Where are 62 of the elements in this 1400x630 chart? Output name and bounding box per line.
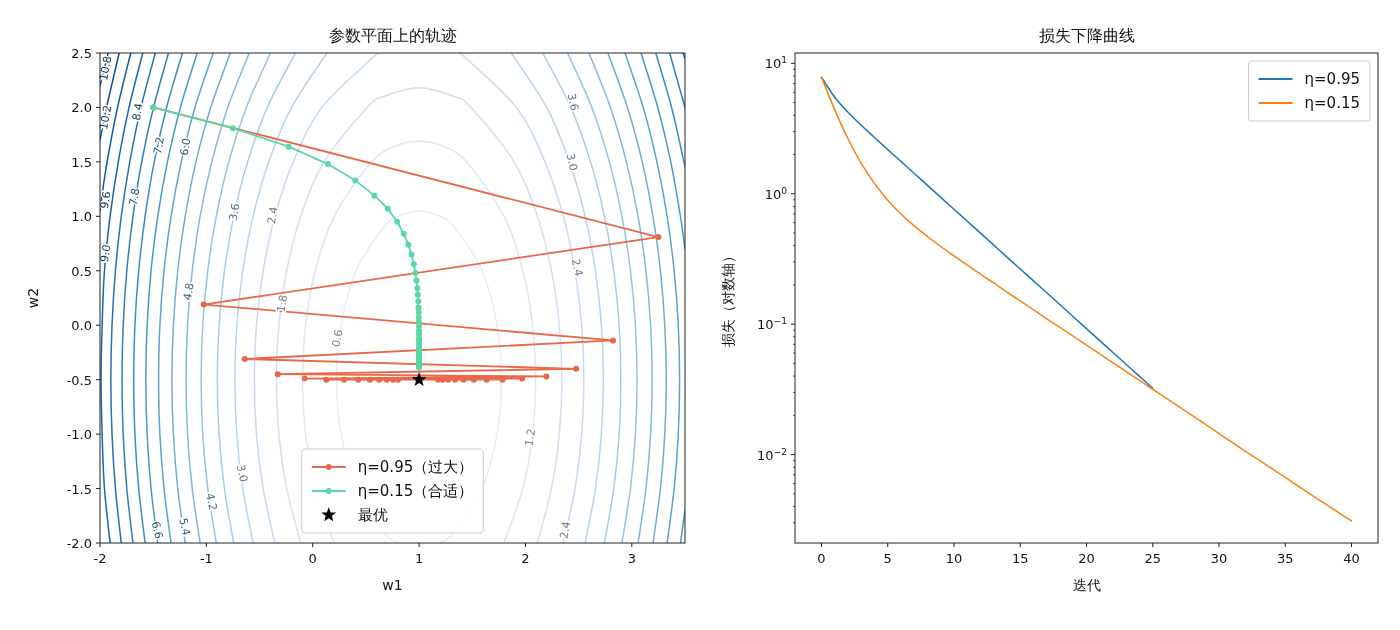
annotation: 0.6 [329, 328, 346, 349]
annotation: 1.8 [273, 293, 290, 314]
y-tick-label: -1.5 [66, 481, 92, 497]
legend-label: η=0.95（过大） [357, 458, 474, 476]
y-axis-title: w2 [25, 287, 41, 309]
annotation: 3.6 [565, 92, 582, 112]
y-tick-label: 2.5 [71, 46, 92, 61]
legend-label: η=0.15 [1304, 94, 1360, 112]
y-tick-label: 2.0 [71, 100, 92, 116]
annotation: 4.8 [180, 281, 197, 302]
legend-label: η=0.15（合适） [357, 482, 474, 500]
annotation: 3.6 [226, 202, 242, 222]
annotation: 4.2 [203, 491, 220, 512]
annotation: 10.2 [96, 104, 114, 131]
annotation: 2.4 [556, 520, 573, 540]
y-tick-label: -1.0 [66, 427, 92, 443]
annotation: 2.4 [569, 257, 586, 278]
x-tick-label: 20 [1078, 551, 1095, 566]
x-tick-label: -2 [93, 551, 107, 566]
y-tick-label: 10$^{0}$ [764, 185, 788, 202]
annotation: 6.6 [149, 520, 166, 540]
y-tick-label: 1.0 [71, 209, 92, 225]
annotation: 9.0 [97, 243, 114, 264]
chart-title: 损失下降曲线 [1038, 26, 1135, 45]
legend-label: 最优 [357, 506, 388, 524]
annotation: 1.2 [521, 427, 538, 448]
annotation: 7.2 [150, 135, 167, 156]
x-tick-label: 0 [308, 551, 317, 566]
x-tick-label: 2 [521, 551, 530, 566]
annotation: 2.4 [264, 205, 281, 225]
x-axis-title: w1 [382, 577, 403, 593]
annotation: 5.4 [176, 516, 194, 537]
y-tick-label: 10$^{−1}$ [757, 316, 787, 333]
legend-label: η=0.95 [1304, 70, 1360, 88]
x-tick-label: 35 [1276, 551, 1294, 566]
y-tick-label: -2.0 [66, 536, 92, 551]
x-tick-label: 30 [1210, 551, 1228, 566]
x-axis-title: 迭代 [1072, 577, 1101, 593]
x-tick-label: 25 [1144, 551, 1162, 566]
annotation: 8.4 [129, 102, 146, 122]
chart-title: 参数平面上的轨迹 [328, 26, 457, 45]
x-tick-label: -1 [199, 551, 213, 566]
y-tick-label: 10$^{1}$ [764, 55, 787, 72]
y-tick-label: 0.0 [71, 318, 92, 334]
annotation: 3.0 [234, 463, 251, 484]
annotation: 3.0 [564, 151, 581, 172]
y-axis-title: 损失（对数轴） [720, 249, 736, 347]
x-tick-label: 10 [945, 551, 963, 566]
x-tick-label: 3 [627, 551, 636, 566]
y-tick-label: 0.5 [71, 263, 92, 279]
y-tick-label: 10$^{−2}$ [757, 446, 787, 463]
annotation: 7.8 [126, 186, 142, 207]
y-tick-label: 1.5 [71, 154, 92, 170]
x-tick-label: 5 [883, 551, 892, 566]
x-tick-label: 15 [1011, 551, 1029, 566]
annotation: 9.6 [97, 190, 114, 210]
x-tick-label: 0 [817, 551, 826, 566]
annotation: 10.8 [96, 55, 114, 82]
y-tick-label: -0.5 [66, 372, 92, 388]
x-tick-label: 1 [414, 551, 424, 566]
annotation: 6.0 [177, 136, 194, 157]
x-tick-label: 40 [1343, 551, 1360, 566]
